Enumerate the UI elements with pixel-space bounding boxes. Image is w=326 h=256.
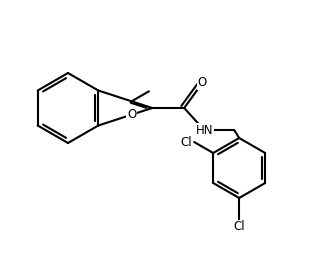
Text: Cl: Cl	[180, 135, 192, 148]
Text: O: O	[198, 77, 207, 90]
Text: HN: HN	[195, 123, 213, 136]
Text: O: O	[127, 108, 136, 121]
Text: Cl: Cl	[233, 220, 245, 233]
